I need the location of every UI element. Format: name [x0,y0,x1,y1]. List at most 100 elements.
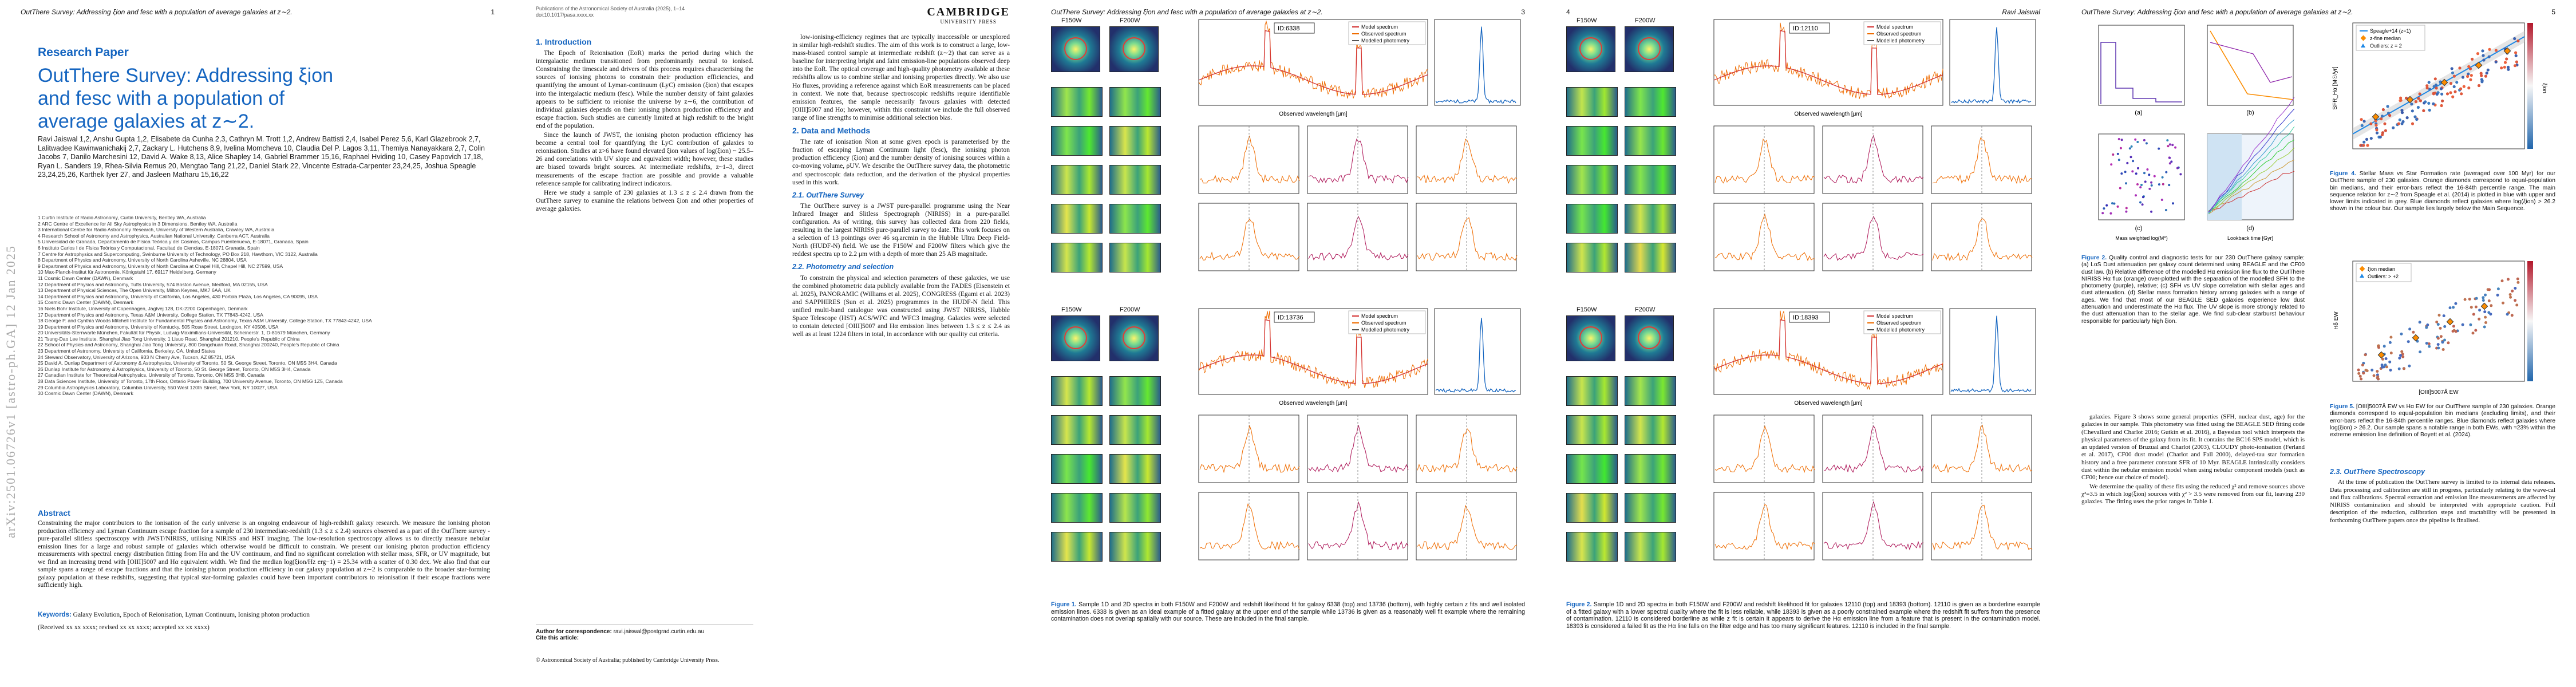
scatter-point [2172,202,2174,205]
legend-entry-2: z-fine median [2370,35,2401,41]
caption-label: Figure 2. [2081,255,2107,261]
scatter-point [2511,289,2514,293]
model-spectrum-line [1713,319,1943,384]
scatter-point [2168,162,2171,165]
direct-image-cutout [1566,26,1615,72]
2d-spectrum-stamp [1625,165,1676,195]
scatter-point [2150,181,2153,184]
figure-2-caption: Figure 2. Quality control and diagnostic… [2081,255,2305,325]
median-diamond-marker [2440,78,2448,86]
line-window-trace [1823,135,1924,184]
scatter-point [2116,152,2119,155]
affiliation: 25 David A. Dunlap Department of Astrono… [38,360,337,366]
scatter-point [2401,120,2405,124]
redshift-pdf-line [1950,27,2032,104]
line-window-trace [1308,501,1409,550]
scatter-point [2452,325,2455,328]
scatter-point [2496,294,2499,297]
page-1: OutThere Survey: Addressing ξion and fes… [0,0,515,687]
scatter-point [2360,377,2363,381]
line-window-frame [1416,414,1517,483]
subsection-title: 2.1. OutThere Survey [792,191,864,199]
running-title: OutThere Survey: Addressing ξion and fes… [21,8,293,16]
paragraph: The OutThere survey is a JWST pure-paral… [792,202,1010,258]
scatter-point [2475,297,2478,300]
scatter-point [2174,146,2177,149]
legend-entry: Observed spectrum [1876,320,1922,326]
scatter-point [2380,117,2383,121]
affiliation: 2 ARC Centre of Excellence for All Sky A… [38,220,238,227]
affiliation: 15 Cosmic Dawn Center (DAWN), Denmark [38,299,133,306]
panel-d-lines [2208,97,2295,215]
panel-b-label: (b) [2246,109,2254,116]
spectrum-sample: F150W F200W ID:13736 Model spectrum Observed… [1051,306,1525,575]
scatter-point [2488,288,2491,291]
scatter-point [2399,99,2402,102]
scatter-point [2357,372,2361,375]
scatter-point [2110,163,2113,166]
spectrum-legend [1348,310,1426,334]
affiliation: 4 Research School of Astronomy and Astro… [38,232,270,239]
2d-spectrum-stamp [1109,126,1161,156]
scatter-point [2483,325,2486,329]
scatter-point [2388,360,2392,364]
filter-label: F150W [1061,306,1082,313]
scatter-point [2117,159,2120,161]
scatter-point [2364,353,2367,357]
caption-text: [OIII]5007Å EW vs Hα EW for our OutThere… [2330,404,2555,439]
scatter-point [2362,372,2365,375]
spectrum-sample: F150W F200W ID:18393 Model spectrum Observed… [1566,306,2040,575]
model-spectrum-line [1198,30,1428,95]
scatter-point [2442,314,2445,318]
line-window-trace [1417,139,1518,184]
panel-d-label: (d) [2246,225,2254,232]
2d-spectrum-stamp [1566,126,1618,156]
scatter-point [2384,129,2387,132]
scatter-point [2361,364,2364,367]
2d-spectrum-stamp [1625,493,1676,523]
abstract-heading: Abstract [38,508,70,518]
scatter-point [2171,144,2174,147]
scatter-point [2119,187,2121,189]
affiliation: 30 Cosmic Dawn Center (DAWN), Denmark [38,390,133,397]
paragraph: The Epoch of Reionisation (EoR) marks th… [536,49,753,129]
filter-label: F200W [1120,17,1140,24]
scatter-point [2494,49,2498,52]
line-window-trace [1199,503,1300,551]
legend-entry-1: ξion median [2368,266,2395,272]
scatter-point [2168,184,2171,187]
line-window-frame [1198,414,1299,483]
scatter-point [2488,48,2491,51]
scatter-point [2480,78,2483,81]
scatter-point [2447,341,2450,345]
footnote-email: ravi.jaiswal@postgrad.curtin.edu.au [613,629,705,635]
line-window-frame [1307,203,1408,271]
redshift-likelihood-frame [1949,19,2036,106]
legend-entry: Model spectrum [1876,313,1913,319]
scatter-point [2419,350,2422,354]
scatter-point [2141,203,2144,206]
scatter-point [2484,321,2487,324]
scatter-point [2125,182,2127,185]
galaxy-id: ID:6338 [1278,25,1300,32]
scatter-point [2453,90,2457,93]
scatter-point [2509,295,2512,299]
line-window-frame [1713,203,1815,271]
scatter-point [2477,84,2481,88]
legend-entry: Modelled photometry [1876,38,1925,44]
spectrum-legend [1348,21,1426,45]
scatter-point [2134,138,2137,141]
affiliation: 26 Dunlap Institute for Astronomy & Astr… [38,366,311,372]
line-window-trace [1308,215,1409,261]
scatter-point [2365,137,2369,141]
2d-spectrum-stamp [1566,532,1618,562]
scatter-point [2418,92,2421,96]
affiliation: 22 School of Physics and Astronomy, Shan… [38,342,339,348]
panel-c-label: (c) [2135,225,2143,232]
redshift-likelihood-frame [1949,308,2036,395]
scatter-point [2376,375,2380,378]
caption-text: Sample 1D and 2D spectra in both F150W a… [1051,601,1525,623]
scatter-point [2451,95,2455,98]
scatter-point [2136,183,2139,185]
